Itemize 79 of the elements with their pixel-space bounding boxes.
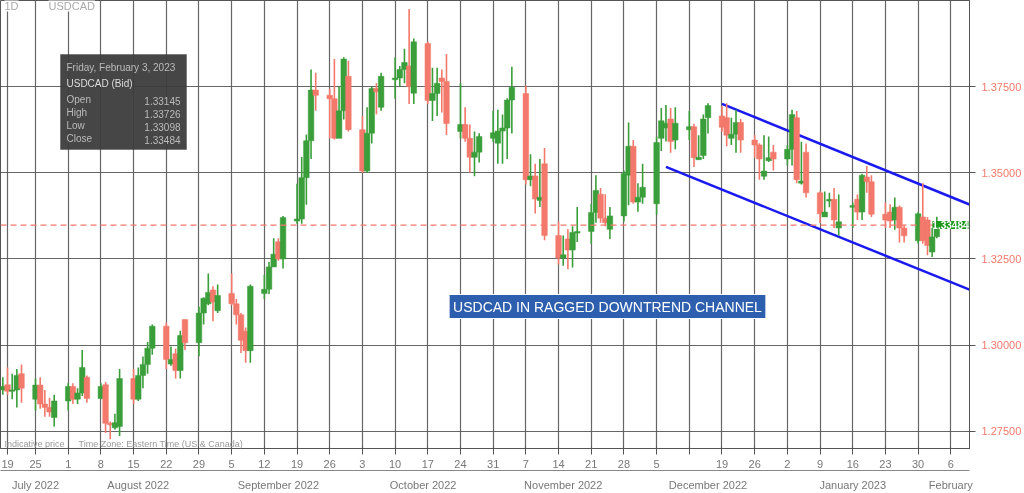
x-tick-label: 23 [879, 457, 892, 470]
candlestick [214, 283, 221, 314]
x-tick-label: 5 [653, 457, 660, 470]
candlestick [527, 153, 534, 188]
y-tick-label: 1.30000 [981, 339, 1022, 352]
x-tick-label: 16 [846, 457, 859, 470]
y-tick-label: 1.32500 [981, 252, 1022, 265]
candlestick [686, 110, 693, 141]
x-tick-label: 7 [522, 457, 529, 470]
x-tick-label: 24 [454, 457, 467, 470]
y-tick-label: 1.37500 [981, 80, 1022, 93]
candlestick [817, 190, 824, 224]
chart-title: USDCAD [48, 0, 96, 12]
candlestick [392, 56, 399, 100]
x2-tick-label: October 2022 [389, 478, 457, 491]
x2-tick-label: August 2022 [107, 478, 170, 491]
x-tick-label: 21 [585, 457, 598, 470]
candlestick [51, 393, 58, 428]
candlestick [770, 144, 777, 172]
x2-tick-label: December 2022 [668, 478, 748, 491]
annotation: USDCAD IN RAGGED DOWNTREND CHANNEL [453, 298, 763, 315]
x-tick-label: 26 [748, 457, 761, 470]
candlestick [835, 193, 842, 237]
x-tick-label: 9 [817, 457, 824, 470]
candlestick [83, 374, 90, 404]
candlestick [560, 234, 567, 267]
x-tick-label: 5 [228, 457, 235, 470]
annotation: 1.33145 [144, 95, 181, 107]
candlestick [798, 140, 805, 186]
candlestick [849, 201, 856, 229]
candlestick [737, 118, 744, 154]
y-tick-label: 1.35000 [981, 166, 1022, 179]
annotation: USDCAD (Bid) [66, 77, 133, 89]
ref-line-label: 1.33484 [932, 220, 969, 232]
annotation: Open [66, 93, 91, 105]
x2-tick-label: February [928, 478, 974, 491]
x-tick-label: 12 [258, 457, 271, 470]
annotation: Friday, February 3, 2023 [66, 61, 176, 73]
candlestick [4, 366, 11, 396]
annotation: 1.33484 [144, 134, 181, 146]
x-tick-label: 19 [1, 457, 14, 470]
x-tick-label: 15 [127, 457, 140, 470]
annotation: 1.33098 [144, 121, 181, 133]
x-tick-label: 30 [912, 457, 925, 470]
candlestick [723, 102, 730, 148]
x2-tick-label: November 2022 [524, 478, 603, 491]
x-tick-label: 17 [421, 457, 434, 470]
candlestick [181, 318, 189, 351]
candlestick [532, 163, 539, 215]
annotation: Close [66, 132, 93, 144]
x-tick-label: 31 [487, 457, 500, 470]
x-tick-label: 19 [290, 457, 304, 470]
x2-tick-label: September 2022 [237, 478, 320, 491]
chart-subtitle: 1D [4, 0, 19, 12]
candlestick [18, 363, 25, 404]
annotation: High [66, 106, 88, 118]
y-tick-label: 1.27500 [981, 425, 1022, 438]
x2-tick-label: January 2023 [819, 478, 887, 491]
x-tick-label: 26 [323, 457, 336, 470]
candlestick [606, 206, 613, 240]
annotation: Low [66, 119, 86, 131]
x-tick-label: 28 [617, 457, 631, 470]
x-tick-label: 3 [359, 457, 366, 470]
candlestick [312, 72, 319, 112]
candlestick [760, 134, 768, 181]
x-tick-label: 25 [29, 457, 42, 470]
x-tick-label: 8 [97, 457, 104, 470]
x-tick-label: 22 [160, 457, 173, 470]
x-tick-label: 6 [947, 457, 954, 470]
candlestick [821, 190, 828, 218]
x-tick-label: 19 [715, 457, 729, 470]
x-tick-label: 2 [784, 457, 791, 470]
x2-tick-label: July 2022 [11, 478, 60, 491]
x-tick-label: 10 [388, 457, 402, 470]
x-tick-label: 29 [192, 457, 206, 470]
candlestick [672, 106, 679, 151]
x-tick-label: 14 [552, 457, 565, 470]
annotation: 1.33726 [144, 108, 181, 120]
x-tick-label: 1 [65, 457, 72, 470]
